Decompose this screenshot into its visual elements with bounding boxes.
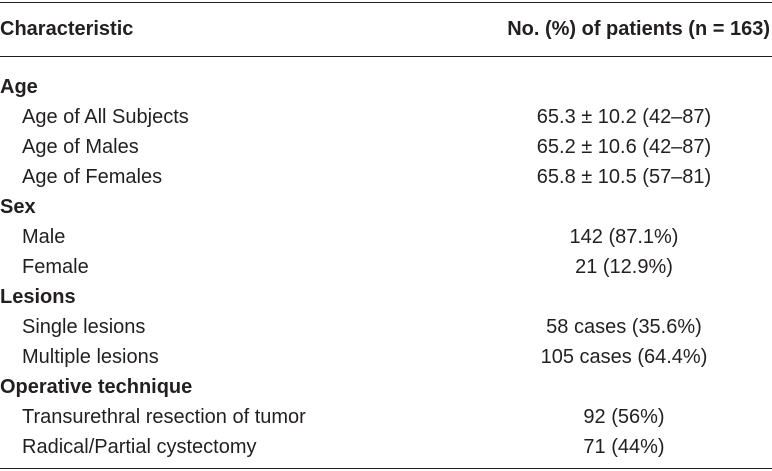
- table-row: Age of Males 65.2 ± 10.6 (42–87): [0, 132, 772, 162]
- row-label: Age of Males: [22, 136, 139, 158]
- row-value: 65.2 ± 10.6 (42–87): [536, 136, 712, 158]
- table-header: Characteristic No. (%) of patients (n = …: [0, 3, 772, 56]
- row-value: 71 (44%): [583, 436, 665, 458]
- row-value: 21 (12.9%): [575, 256, 673, 278]
- row-value: 65.8 ± 10.5 (57–81): [536, 166, 712, 188]
- row-value: 105 cases (64.4%): [540, 346, 708, 368]
- section-row-operative-technique: Operative technique: [0, 372, 772, 402]
- row-value: 65.3 ± 10.2 (42–87): [536, 106, 712, 128]
- table-body: Age Age of All Subjects 65.3 ± 10.2 (42–…: [0, 72, 772, 462]
- section-label: Operative technique: [0, 376, 193, 398]
- table-row: Multiple lesions 105 cases (64.4%): [0, 342, 772, 372]
- row-label: Single lesions: [22, 316, 146, 338]
- table-row: Male 142 (87.1%): [0, 222, 772, 252]
- row-label: Multiple lesions: [22, 346, 159, 368]
- row-label: Female: [22, 256, 89, 278]
- section-label: Sex: [0, 196, 36, 218]
- header-patient-count: No. (%) of patients (n = 163): [507, 18, 770, 40]
- table-row: Transurethral resection of tumor 92 (56%…: [0, 402, 772, 432]
- row-value: 142 (87.1%): [569, 226, 679, 248]
- header-rule: [0, 56, 772, 57]
- table-row: Age of Females 65.8 ± 10.5 (57–81): [0, 162, 772, 192]
- row-label: Age of All Subjects: [22, 106, 189, 128]
- section-row-lesions: Lesions: [0, 282, 772, 312]
- section-row-sex: Sex: [0, 192, 772, 222]
- top-rule: [0, 2, 772, 3]
- bottom-rule: [0, 468, 772, 469]
- section-label: Age: [0, 76, 38, 98]
- row-value: 58 cases (35.6%): [546, 316, 702, 338]
- row-label: Radical/Partial cystectomy: [22, 436, 257, 458]
- header-characteristic: Characteristic: [0, 18, 134, 40]
- table-row: Radical/Partial cystectomy 71 (44%): [0, 432, 772, 462]
- row-label: Age of Females: [22, 166, 163, 188]
- row-label: Male: [22, 226, 66, 248]
- table-row: Single lesions 58 cases (35.6%): [0, 312, 772, 342]
- section-label: Lesions: [0, 286, 76, 308]
- row-value: 92 (56%): [583, 406, 665, 428]
- row-label: Transurethral resection of tumor: [22, 406, 306, 428]
- table-row: Female 21 (12.9%): [0, 252, 772, 282]
- table-row: Age of All Subjects 65.3 ± 10.2 (42–87): [0, 102, 772, 132]
- section-row-age: Age: [0, 72, 772, 102]
